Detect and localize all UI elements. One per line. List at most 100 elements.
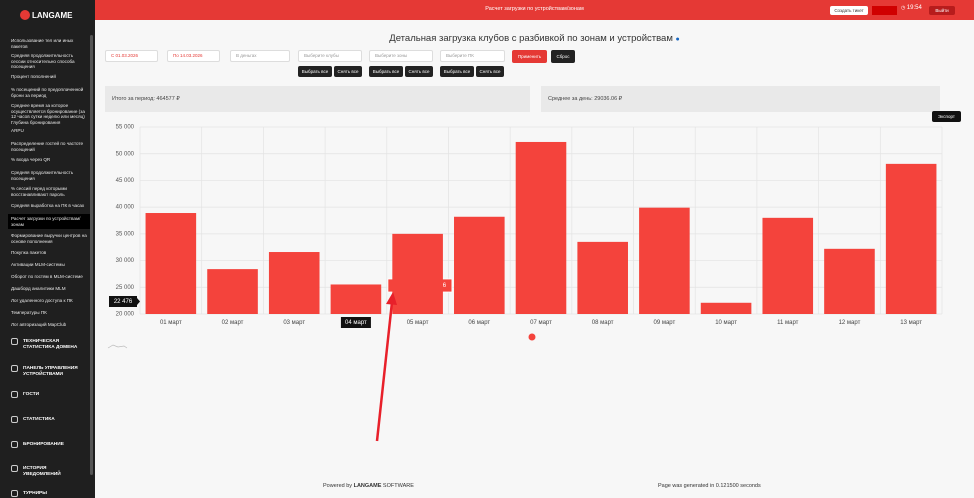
zones-select[interactable]: Выберите зоны bbox=[369, 50, 433, 62]
y-tick-label: 45 000 bbox=[116, 178, 135, 184]
select-all-button[interactable]: Выбрать все bbox=[440, 66, 474, 77]
total: Итого за период: 464577 ₽ bbox=[112, 96, 180, 102]
date-from[interactable]: С 01.03.2026 bbox=[105, 50, 158, 62]
apply-button[interactable]: Применить bbox=[512, 50, 547, 63]
x-tick-label: 09 март bbox=[654, 320, 676, 326]
sidebar: LANGAME Использование тел или иных пакет… bbox=[0, 0, 95, 498]
x-tick-label: 05 март bbox=[407, 320, 429, 326]
clubs-select[interactable]: Выберите клубы bbox=[298, 50, 362, 62]
ticket-button[interactable]: Создать тикет bbox=[830, 6, 868, 15]
bar bbox=[454, 216, 505, 314]
menu-item[interactable]: Средняя продолжительность сессии относит… bbox=[11, 53, 75, 70]
menu-item[interactable]: Дашборд аналитики MLM bbox=[11, 286, 66, 291]
crosshair-box bbox=[109, 296, 137, 307]
section-icon bbox=[11, 441, 18, 448]
x-tick-label: 08 март bbox=[592, 320, 614, 326]
x-tick-label: 07 март bbox=[530, 320, 552, 326]
page-title: Детальная загрузка клубов с разбивкой по… bbox=[389, 33, 680, 44]
pcs-select[interactable]: Выберите ПК bbox=[440, 50, 505, 62]
menu-section[interactable]: СТАТИСТИКА bbox=[23, 417, 55, 422]
menu-section[interactable]: ТЕХНИЧЕСКАЯ СТАТИСТИКА ДОМЕНА bbox=[23, 339, 78, 350]
x-tick-label: 12 март bbox=[839, 320, 861, 326]
select-all-button[interactable]: Выбрать все bbox=[369, 66, 403, 77]
header-title: Расчет загрузки по устройствам/зонам bbox=[485, 6, 584, 12]
x-tick-label: 04 март bbox=[345, 320, 367, 326]
reset-button[interactable]: Сброс bbox=[551, 50, 575, 63]
menu-section[interactable]: ГОСТИ bbox=[23, 392, 40, 397]
menu-item[interactable]: Оборот по гостям в MLM-системе bbox=[11, 274, 83, 279]
menu-item[interactable]: Активации MLM-системы bbox=[11, 262, 65, 267]
user-box[interactable] bbox=[872, 6, 897, 15]
select-all-button[interactable]: Выбрать все bbox=[298, 66, 332, 77]
menu-item[interactable]: Процент пополнений bbox=[11, 74, 56, 79]
y-tick-label: 55 000 bbox=[116, 125, 135, 131]
bar bbox=[762, 217, 814, 314]
bar bbox=[885, 163, 937, 314]
average-box: Среднее за день: 29036.06 ₽ bbox=[541, 86, 940, 112]
menu-item[interactable]: ARPU bbox=[11, 128, 24, 133]
date-to[interactable]: По 14.03.2026 bbox=[167, 50, 220, 62]
menu-item[interactable]: Формирование выручки центров на основе п… bbox=[11, 233, 87, 244]
money-input[interactable]: В деньгах bbox=[230, 50, 290, 62]
mini-line bbox=[107, 344, 128, 349]
menu-section[interactable]: ТУРНИРЫ bbox=[23, 491, 47, 496]
y-tick-label: 50 000 bbox=[116, 151, 135, 157]
menu-item[interactable]: Покупка пакетов bbox=[11, 250, 47, 255]
page-title-text: Детальная загрузка клубов с разбивкой по… bbox=[389, 33, 673, 44]
time: 19:54 bbox=[906, 5, 922, 11]
clear-all-button[interactable]: Снять все bbox=[405, 66, 433, 77]
bar bbox=[515, 141, 567, 314]
bar bbox=[700, 302, 752, 314]
menu-section[interactable]: ИСТОРИЯ УВЕДОМЛЕНИЙ bbox=[23, 466, 61, 477]
header: Расчет загрузки по устройствам/зонам Соз… bbox=[95, 0, 974, 20]
y-tick-label: 25 000 bbox=[116, 285, 135, 291]
footer-generated: Page was generated in 0.121500 seconds bbox=[658, 483, 761, 489]
crosshair-label: 22 476 bbox=[114, 299, 133, 305]
crosshair-pointer bbox=[137, 298, 140, 305]
clear-all-button[interactable]: Снять все bbox=[334, 66, 362, 77]
section-icon bbox=[11, 490, 18, 497]
menu-item[interactable]: % входа через QR bbox=[11, 157, 51, 162]
footer-powered: Powered by LANGAME SOFTWARE bbox=[323, 483, 414, 489]
bar bbox=[639, 207, 690, 314]
bar bbox=[207, 269, 258, 314]
scrollbar bbox=[90, 35, 93, 475]
legend-dot bbox=[528, 333, 536, 341]
menu-item[interactable]: Использование тел или иных пакетов bbox=[11, 38, 74, 49]
menu-item[interactable]: Расчет загрузки по устройствам/зонам bbox=[8, 214, 90, 230]
menu-item[interactable]: Температуры ПК bbox=[11, 310, 47, 315]
menu-item[interactable]: % сессий перед которыми восстанавливают … bbox=[11, 186, 67, 197]
bar bbox=[392, 233, 443, 314]
menu-item[interactable]: Средняя продолжительность посещения bbox=[11, 170, 74, 181]
software: SOFTWARE bbox=[382, 483, 414, 489]
bar bbox=[824, 248, 875, 314]
logout-button[interactable]: Выйти bbox=[929, 6, 955, 15]
bar bbox=[268, 252, 320, 314]
x-tick-label: 06 март bbox=[468, 320, 490, 326]
y-tick-label: 40 000 bbox=[116, 205, 135, 211]
menu-item[interactable]: Распределение гостей по частоте посещени… bbox=[11, 141, 84, 152]
total-box: Итого за период: 464577 ₽ bbox=[105, 86, 530, 112]
average: Среднее за день: 29036.06 ₽ bbox=[548, 96, 623, 102]
logo-text: LANGAME bbox=[32, 11, 73, 20]
x-tick-label: 01 март bbox=[160, 320, 182, 326]
clock: ◷ 19:54 bbox=[901, 5, 922, 11]
menu-item[interactable]: Лог авторизаций MapClub bbox=[11, 322, 67, 327]
powered: Powered by bbox=[323, 483, 353, 489]
footer-brand: LANGAME bbox=[353, 483, 382, 489]
menu-section[interactable]: ПАНЕЛЬ УПРАВЛЕНИЯ УСТРОЙСТВАМИ bbox=[23, 366, 78, 377]
section-icon bbox=[11, 465, 18, 472]
export-button[interactable]: Экспорт bbox=[932, 111, 961, 122]
y-tick-label: 35 000 bbox=[116, 231, 135, 237]
menu-item[interactable]: % посещений по предоплаченной брони за п… bbox=[11, 87, 84, 98]
menu-item[interactable]: Лог удаленного доступа к ПК bbox=[11, 298, 73, 303]
menu-item[interactable]: Среднее время за которое осуществляется … bbox=[11, 103, 85, 125]
x-tick-label: 02 март bbox=[222, 320, 244, 326]
menu-section[interactable]: БРОНИРОВАНИЕ bbox=[23, 442, 64, 447]
y-tick-label: 30 000 bbox=[116, 258, 135, 264]
x-tick-highlight bbox=[340, 317, 371, 328]
clear-all-button[interactable]: Снять все bbox=[476, 66, 504, 77]
menu-item[interactable]: Средняя выработка на ПК в часах bbox=[11, 203, 85, 208]
